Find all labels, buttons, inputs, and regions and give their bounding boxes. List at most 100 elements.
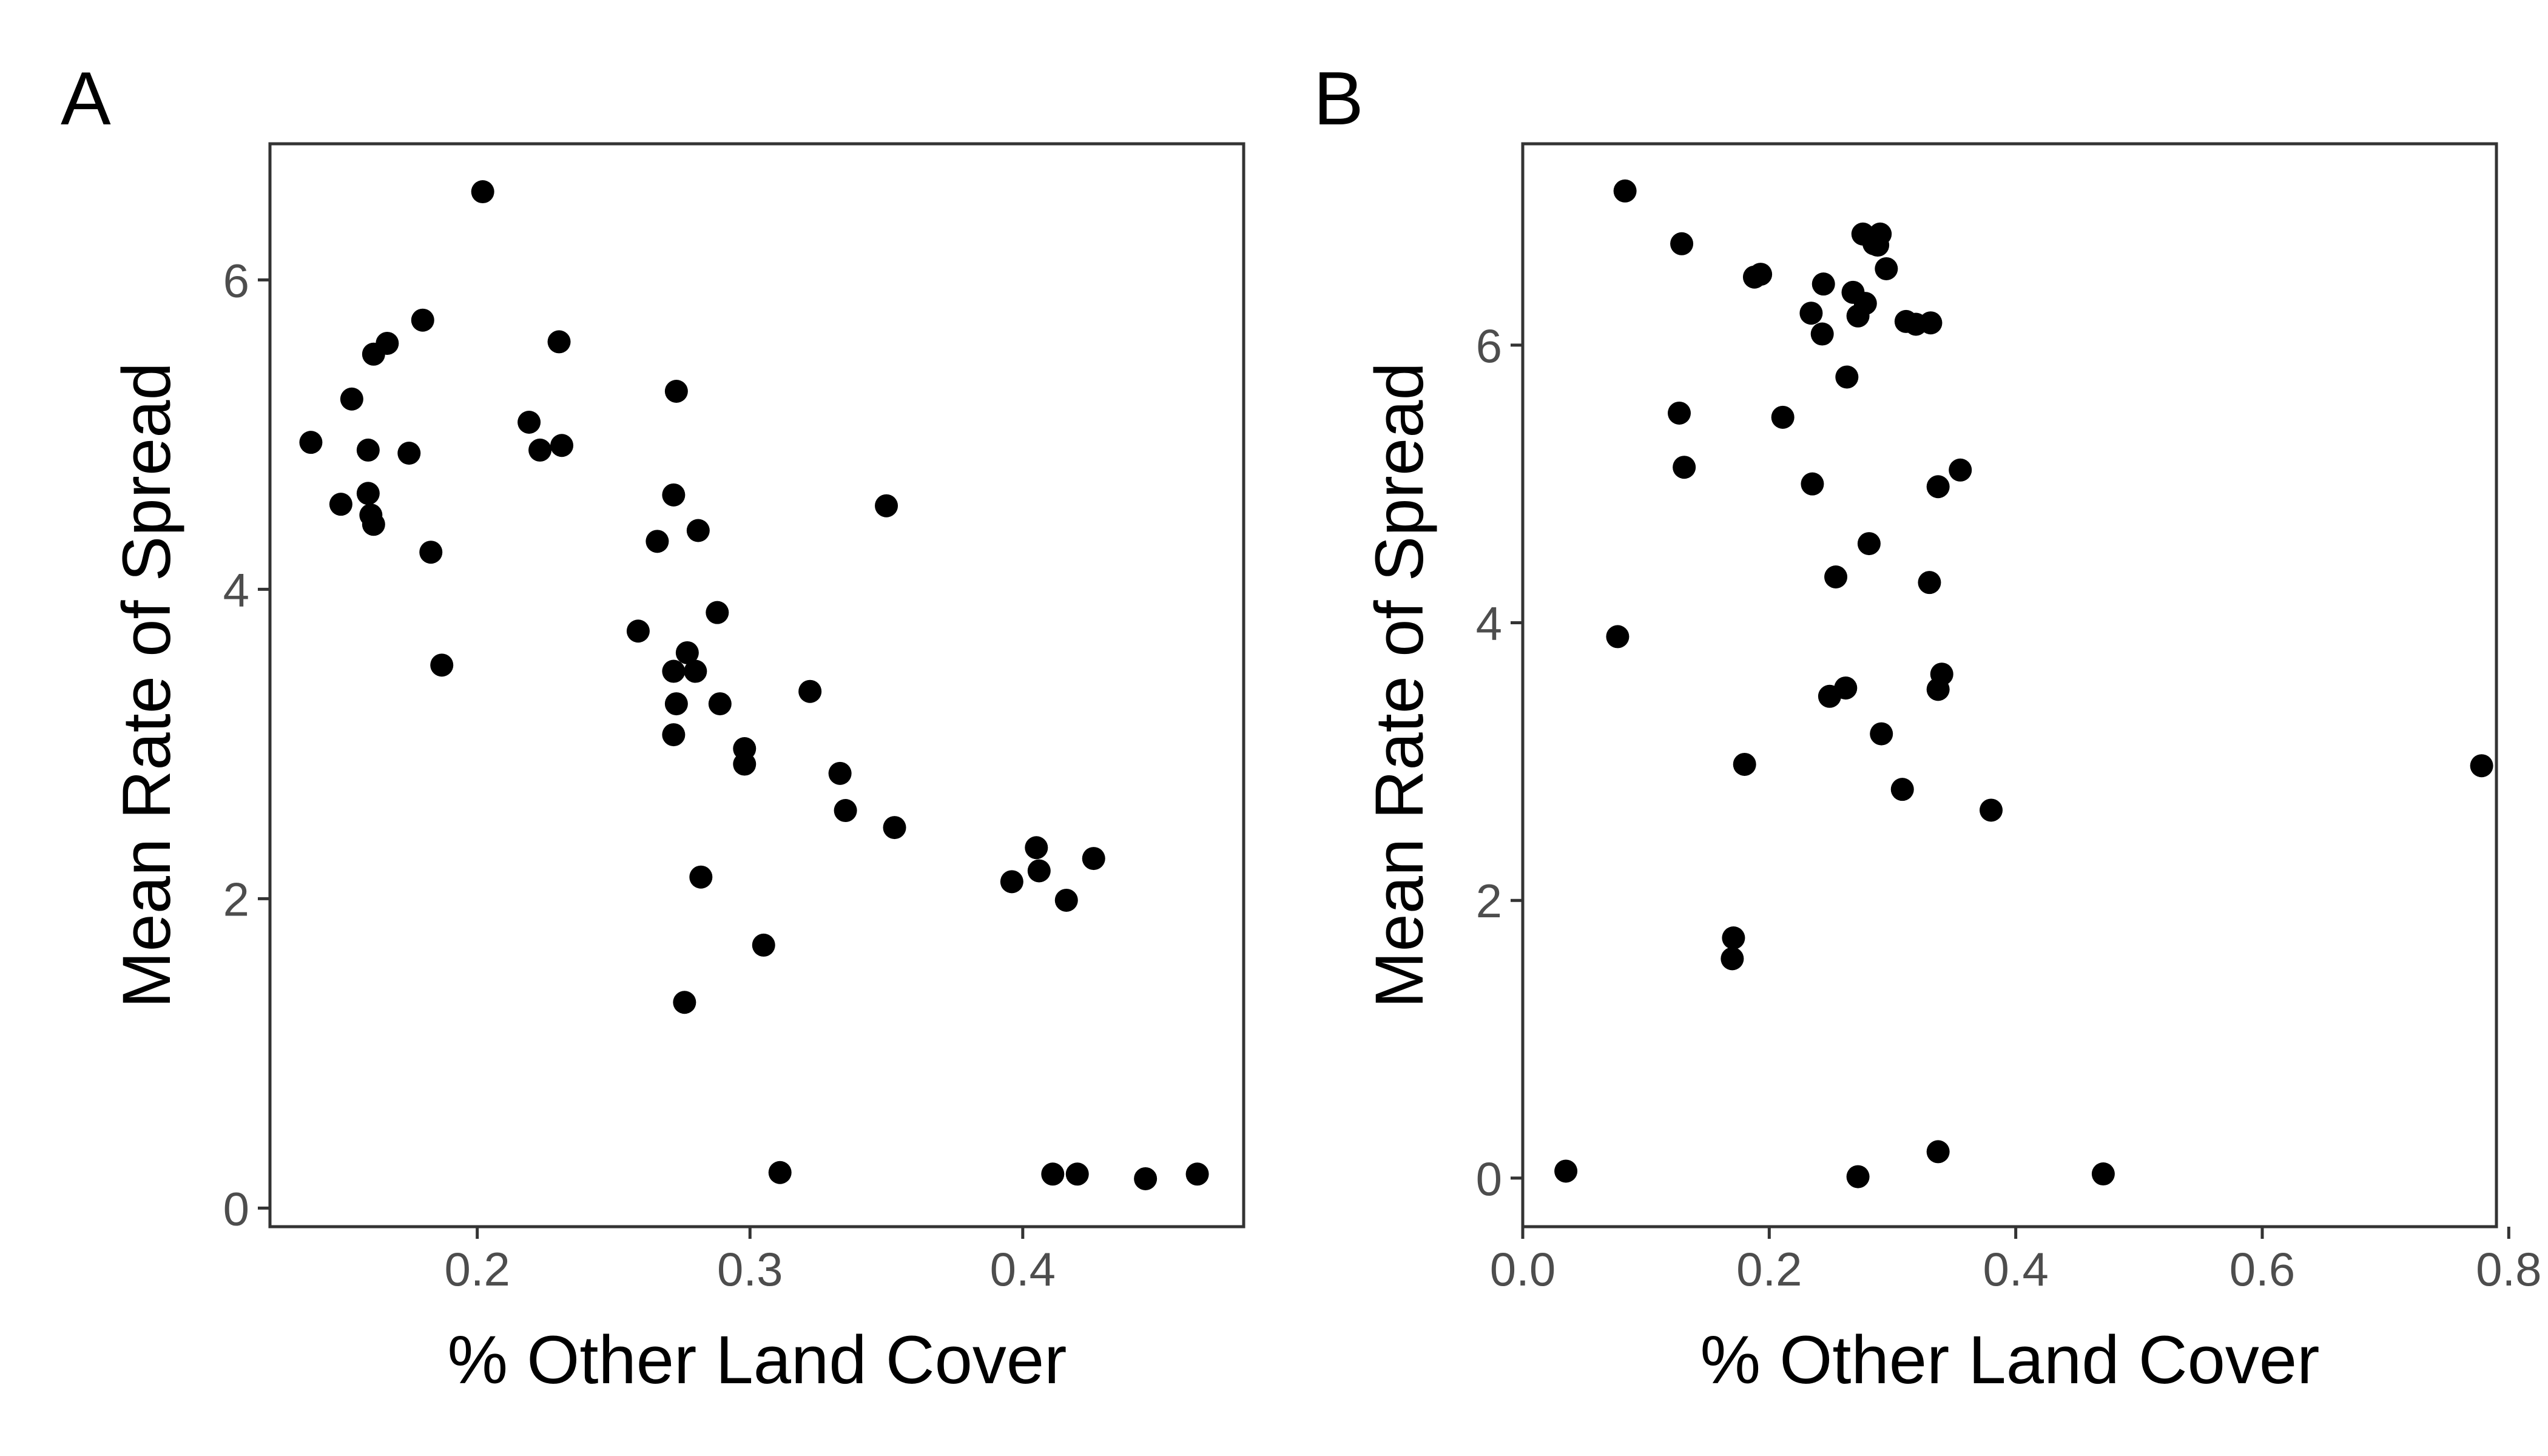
y-tick-label-a: 2 (223, 872, 249, 926)
data-point-b (1919, 311, 1943, 335)
data-point-a (329, 493, 352, 516)
data-point-a (664, 380, 688, 403)
data-point-a (550, 434, 574, 457)
data-point-a (397, 442, 421, 465)
data-point-b (1721, 947, 1744, 971)
data-point-a (834, 799, 857, 823)
panel-label-b: B (1313, 57, 1364, 141)
data-point-a (689, 865, 713, 889)
data-point-a (662, 723, 686, 747)
data-point-a (768, 1161, 792, 1184)
data-point-a (675, 641, 699, 664)
data-point-b (1801, 472, 1824, 496)
data-point-a (299, 431, 323, 454)
data-point-a (419, 541, 443, 564)
data-point-a (875, 494, 898, 517)
data-point-a (828, 761, 852, 785)
data-point-a (662, 659, 686, 683)
data-point-b (1866, 234, 1890, 257)
data-point-a (883, 816, 906, 840)
data-point-a (517, 411, 541, 434)
x-tick-label-a: 0.2 (444, 1242, 510, 1296)
data-point-a (356, 438, 380, 462)
data-point-b (1606, 625, 1630, 649)
data-point-a (673, 991, 696, 1014)
y-tick-label-b: 0 (1476, 1152, 1502, 1205)
data-point-a (411, 308, 434, 332)
data-point-a (1025, 836, 1048, 860)
data-point-a (1054, 888, 1078, 912)
x-tick-label-a: 0.3 (717, 1242, 783, 1296)
data-point-b (1870, 722, 1893, 746)
data-point-a (686, 519, 710, 542)
x-axis-title-a: % Other Land Cover (448, 1322, 1067, 1398)
data-point-b (1818, 684, 1841, 708)
y-tick-label-b: 4 (1476, 597, 1502, 650)
data-point-a (1027, 859, 1051, 883)
data-point-a (528, 438, 552, 462)
plot-frame-b (1521, 142, 2498, 1228)
data-point-b (1554, 1159, 1578, 1183)
data-point-b (1846, 304, 1870, 328)
data-point-b (1824, 565, 1848, 588)
data-point-a (1082, 847, 1105, 871)
x-tick-label-b: 0.0 (1490, 1242, 1555, 1296)
data-point-a (340, 387, 363, 411)
data-point-b (1857, 532, 1881, 556)
data-point-a (706, 601, 729, 624)
data-point-a (708, 692, 732, 716)
data-point-b (1926, 475, 1950, 499)
data-point-b (1668, 401, 1691, 425)
data-point-b (2091, 1162, 2115, 1186)
data-point-a (471, 180, 494, 204)
data-point-a (1134, 1167, 1158, 1190)
data-point-a (664, 692, 688, 716)
data-point-b (1799, 302, 1823, 325)
data-point-b (1835, 365, 1859, 389)
x-tick-label-b: 0.2 (1736, 1242, 1802, 1296)
data-point-a (662, 483, 686, 507)
data-point-b (1980, 798, 2003, 822)
data-point-b (1926, 678, 1950, 701)
data-point-b (1771, 405, 1795, 429)
y-tick-label-b: 2 (1476, 874, 1502, 928)
data-point-a (684, 659, 707, 683)
data-point-a (626, 619, 650, 643)
x-tick-label-b: 0.6 (2230, 1242, 2295, 1296)
data-point-a (733, 752, 757, 776)
data-point-b (1846, 1165, 1870, 1188)
x-axis-title-b: % Other Land Cover (1700, 1322, 2320, 1398)
data-point-b (1733, 752, 1756, 776)
data-point-a (798, 679, 822, 703)
data-point-b (1890, 778, 1914, 801)
data-point-a (430, 653, 454, 677)
data-point-a (1000, 870, 1023, 894)
data-point-b (1613, 179, 1637, 203)
panel-a: A 0.2 0.3 0.4 0 2 4 6 % Other Land Cover Mean Rat… (61, 57, 1245, 1398)
data-point-a (1041, 1162, 1065, 1186)
data-point-b (1918, 571, 1941, 595)
x-tick-label-b: 0.4 (1983, 1242, 2048, 1296)
panel-b: B 0.0 0.2 0.4 0.6 0.8 0 2 4 6 % Other Land Cover Me… (1313, 57, 2542, 1398)
data-point-b (1875, 257, 1898, 280)
data-point-b (1926, 1140, 1950, 1164)
y-tick-label-b: 6 (1476, 319, 1502, 372)
data-point-b (1673, 456, 1696, 479)
data-point-a (362, 513, 385, 536)
panel-label-a: A (61, 57, 111, 141)
data-point-a (1185, 1162, 1209, 1186)
data-point-b (1949, 458, 1972, 482)
plot-frame-a (268, 142, 1245, 1228)
data-point-a (362, 342, 385, 366)
y-tick-label-a: 4 (223, 563, 249, 616)
x-tick-label-b: 0.8 (2476, 1242, 2541, 1296)
y-tick-label-a: 0 (223, 1182, 249, 1235)
data-point-b (1670, 232, 1694, 255)
data-point-b (1812, 272, 1835, 296)
y-tick-label-a: 6 (223, 254, 249, 307)
data-point-b (1722, 926, 1745, 949)
data-point-a (547, 330, 571, 354)
data-point-a (356, 482, 380, 505)
